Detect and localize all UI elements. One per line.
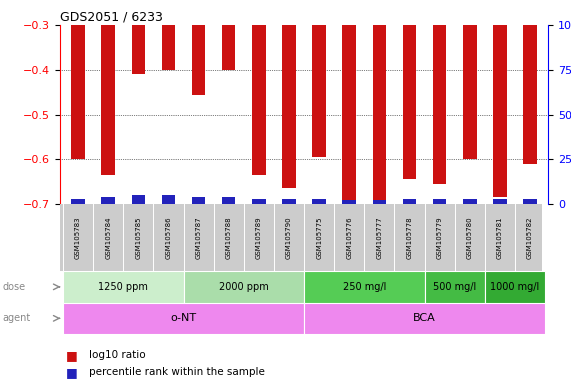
Text: GSM105785: GSM105785: [135, 216, 141, 259]
Text: agent: agent: [3, 313, 31, 323]
Bar: [463, 25, 477, 159]
Bar: [183, 271, 304, 303]
Bar: [131, 195, 145, 204]
Text: percentile rank within the sample: percentile rank within the sample: [89, 367, 264, 377]
Bar: [403, 199, 416, 204]
Bar: [63, 271, 183, 303]
Text: GSM105780: GSM105780: [467, 216, 473, 259]
Bar: [282, 25, 296, 188]
Bar: [304, 271, 425, 303]
Text: GSM105779: GSM105779: [437, 216, 443, 259]
Bar: [282, 199, 296, 204]
Bar: [485, 271, 545, 303]
Text: GSM105777: GSM105777: [376, 216, 383, 259]
Bar: [63, 303, 304, 334]
Text: ■: ■: [66, 349, 78, 362]
Text: 250 mg/l: 250 mg/l: [343, 282, 386, 292]
Bar: [102, 25, 115, 175]
Bar: [463, 199, 477, 204]
Text: GSM105776: GSM105776: [346, 216, 352, 259]
Bar: [425, 271, 485, 303]
Bar: [493, 199, 506, 204]
Bar: [343, 200, 356, 204]
Text: GSM105787: GSM105787: [196, 216, 202, 259]
Bar: [523, 25, 537, 164]
Bar: [222, 197, 235, 204]
Bar: [403, 25, 416, 179]
Text: dose: dose: [3, 282, 26, 292]
Bar: [71, 199, 85, 204]
Bar: [433, 25, 447, 184]
Bar: [131, 25, 145, 74]
Text: GSM105778: GSM105778: [407, 216, 412, 259]
Bar: [162, 25, 175, 70]
Text: 1250 ppm: 1250 ppm: [98, 282, 148, 292]
Bar: [312, 199, 326, 204]
Text: GSM105788: GSM105788: [226, 216, 232, 259]
Bar: [192, 197, 206, 204]
Text: log10 ratio: log10 ratio: [89, 350, 145, 360]
Text: 500 mg/l: 500 mg/l: [433, 282, 476, 292]
Text: o-NT: o-NT: [171, 313, 196, 323]
Text: GSM105781: GSM105781: [497, 216, 503, 259]
Text: 2000 ppm: 2000 ppm: [219, 282, 269, 292]
Bar: [312, 25, 326, 157]
Text: GDS2051 / 6233: GDS2051 / 6233: [60, 10, 163, 23]
Bar: [71, 25, 85, 159]
Text: GSM105789: GSM105789: [256, 216, 262, 259]
Bar: [252, 25, 266, 175]
Bar: [304, 303, 545, 334]
Text: GSM105784: GSM105784: [105, 216, 111, 259]
Bar: [343, 25, 356, 202]
Bar: [252, 199, 266, 204]
Text: GSM105783: GSM105783: [75, 216, 81, 259]
Bar: [373, 200, 386, 204]
Bar: [192, 25, 206, 94]
Text: GSM105786: GSM105786: [166, 216, 171, 259]
Bar: [433, 199, 447, 204]
Text: 1000 mg/l: 1000 mg/l: [490, 282, 540, 292]
Bar: [222, 25, 235, 70]
Bar: [493, 25, 506, 197]
Bar: [373, 25, 386, 202]
Text: GSM105775: GSM105775: [316, 216, 322, 259]
Bar: [102, 197, 115, 204]
Bar: [162, 195, 175, 204]
Text: GSM105790: GSM105790: [286, 216, 292, 259]
Bar: [523, 199, 537, 204]
Text: BCA: BCA: [413, 313, 436, 323]
Text: GSM105782: GSM105782: [527, 216, 533, 259]
Text: ■: ■: [66, 366, 78, 379]
